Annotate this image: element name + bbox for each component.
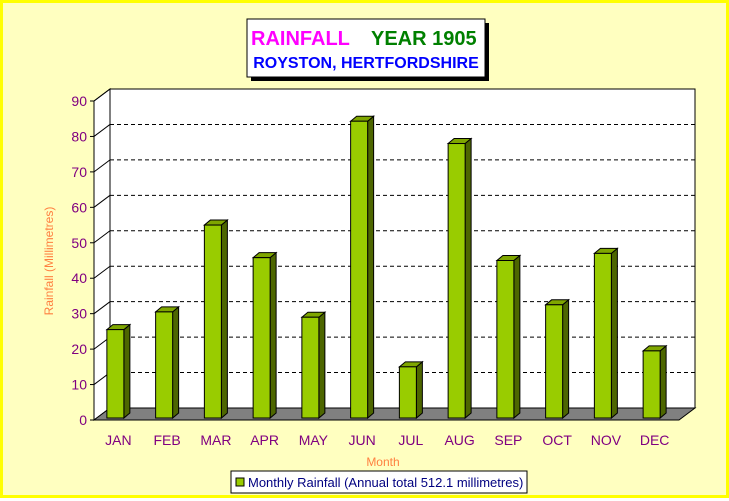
chart-subtitle: ROYSTON, HERTFORDSHIRE (253, 55, 479, 72)
y-tick-label: 10 (71, 377, 87, 393)
x-tick-label: SEP (494, 432, 522, 448)
y-tick-label: 50 (71, 235, 87, 251)
y-tick-label: 80 (71, 128, 87, 144)
bar-front (642, 350, 661, 419)
rainfall-chart: 0 10 20 30 40 50 60 70 80 90 JAN FEB MAR APR MAY JUN JU… (42, 18, 697, 494)
x-tick-label: MAY (299, 432, 329, 448)
bar-front (252, 257, 271, 419)
bar-front (593, 252, 612, 419)
x-tick-label: MAR (200, 432, 231, 448)
y-tick-label: 40 (71, 270, 87, 286)
bar (641, 344, 668, 420)
bar (495, 254, 522, 420)
bar-side (172, 305, 180, 420)
bar-side (123, 323, 131, 420)
bar-front (106, 329, 125, 419)
bar-side (220, 218, 228, 420)
bar-front (203, 224, 222, 419)
bar (251, 251, 278, 420)
legend-label: Monthly Rainfall (Annual total 512.1 mil… (248, 475, 523, 490)
x-axis-title: Month (366, 455, 399, 469)
x-tick-label: AUG (444, 432, 474, 448)
bar (154, 305, 181, 420)
bar-side (464, 137, 472, 420)
grid-side-line (93, 159, 111, 173)
bar (202, 218, 229, 420)
legend (230, 470, 528, 494)
x-tick-label: NOV (591, 432, 622, 448)
x-tick-label: JAN (105, 432, 131, 448)
bar-side (659, 344, 667, 420)
floor (92, 407, 697, 421)
y-tick-label: 90 (71, 93, 87, 109)
x-tick-label: JUL (398, 432, 423, 448)
bar (446, 137, 473, 420)
bars-group (105, 115, 668, 420)
y-tick-label: 20 (71, 341, 87, 357)
bar-front (350, 120, 369, 419)
x-axis-categories: JAN FEB MAR APR MAY JUN JUL AUG SEP OCT NOV DEC (105, 432, 669, 448)
x-tick-label: FEB (154, 432, 181, 448)
bar (397, 360, 424, 420)
y-axis-ticks: 0 10 20 30 40 50 60 70 80 90 (71, 93, 95, 428)
bar-front (155, 311, 174, 419)
legend-swatch (235, 477, 245, 487)
bar-front (301, 316, 320, 419)
chart-title-rainfall: RAINFALL (251, 28, 350, 50)
bar-side (367, 115, 375, 420)
bar (300, 311, 327, 420)
bar-side (562, 298, 570, 420)
title-box (246, 18, 486, 78)
bar-side (269, 251, 277, 420)
grid-side-line (93, 230, 111, 244)
y-tick-label: 30 (71, 306, 87, 322)
bar (544, 298, 571, 420)
bar (592, 247, 619, 420)
bar (105, 323, 132, 420)
x-tick-label: DEC (640, 432, 670, 448)
grid-side-line (93, 124, 111, 137)
grid-side-line (93, 265, 111, 279)
bar-side (610, 247, 618, 420)
bar-front (496, 260, 515, 419)
x-tick-label: JUN (349, 432, 376, 448)
x-tick-label: APR (250, 432, 279, 448)
grid-side-line (93, 194, 111, 208)
bar-side (318, 311, 326, 420)
y-tick-label: 70 (71, 164, 87, 180)
bar-front (447, 143, 466, 419)
bar-front (398, 366, 417, 419)
bar-side (415, 360, 423, 420)
x-tick-label: OCT (542, 432, 572, 448)
y-tick-label: 0 (79, 412, 87, 428)
grid-side-line (93, 88, 111, 102)
bar-front (545, 304, 564, 419)
y-tick-label: 60 (71, 199, 87, 215)
chart-title-year: YEAR 1905 (371, 28, 477, 50)
bar-side (513, 254, 521, 420)
y-axis-title: Rainfall (Millimetres) (42, 207, 56, 316)
bar (349, 115, 376, 420)
grid-side-line (93, 301, 111, 315)
